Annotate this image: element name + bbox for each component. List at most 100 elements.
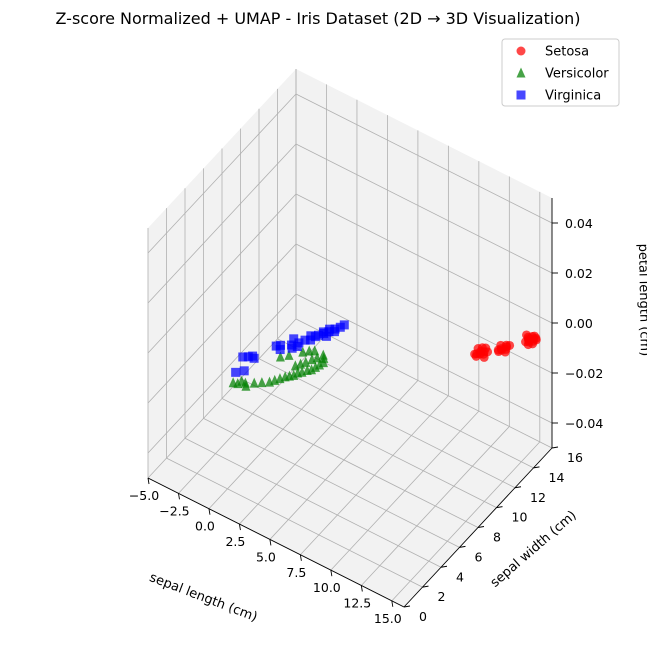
z-tick-label: 0.00 bbox=[565, 316, 593, 331]
y-grid-floor bbox=[240, 378, 497, 508]
y-tick-label: 6 bbox=[475, 549, 483, 564]
virginica-point bbox=[339, 320, 349, 330]
z-axis-label: petal length (cm) bbox=[635, 244, 647, 357]
y-tick-label: 4 bbox=[456, 569, 464, 584]
y-tick-mark bbox=[514, 486, 522, 489]
data-points bbox=[228, 320, 541, 391]
y-tick-label: 16 bbox=[567, 450, 583, 465]
legend: Setosa Versicolor Virginica bbox=[501, 38, 620, 107]
z-tick-label: 0.04 bbox=[565, 216, 593, 231]
x-tick-mark bbox=[208, 508, 211, 515]
tick-labels: −5.0−2.50.02.55.07.510.012.515.0 02468101… bbox=[129, 216, 604, 626]
z-grid-left bbox=[147, 193, 297, 354]
z-tick-label: 0.02 bbox=[565, 266, 593, 281]
x-tick-label: 10.0 bbox=[313, 580, 341, 595]
x-tick-mark bbox=[147, 477, 150, 485]
x-tick-label: 7.5 bbox=[286, 565, 306, 580]
y-grid-floor bbox=[166, 457, 423, 588]
legend-marker-virginica bbox=[516, 90, 526, 100]
x-tick-label: 2.5 bbox=[225, 534, 245, 549]
virginica-point bbox=[287, 343, 297, 353]
x-tick-mark bbox=[360, 585, 363, 592]
versicolor-point bbox=[249, 377, 259, 388]
setosa-point bbox=[524, 337, 534, 347]
setosa-point bbox=[522, 330, 532, 340]
virginica-point bbox=[249, 353, 259, 363]
versicolor-point bbox=[237, 375, 247, 386]
z-grid-back bbox=[295, 293, 553, 424]
versicolor-point bbox=[312, 352, 322, 363]
y-tick-label: 14 bbox=[549, 470, 565, 485]
x-tick-label: 5.0 bbox=[256, 549, 276, 564]
versicolor-point bbox=[257, 377, 267, 388]
x-tick-mark bbox=[238, 523, 241, 531]
virginica-point bbox=[310, 332, 320, 342]
virginica-point bbox=[231, 367, 241, 377]
y-tick-label: 2 bbox=[438, 589, 446, 604]
setosa-point bbox=[531, 335, 541, 345]
legend-marker-versicolor bbox=[516, 67, 526, 78]
virginica-point bbox=[238, 352, 248, 362]
legend-marker-setosa bbox=[516, 46, 526, 56]
y-tick-label: 0 bbox=[419, 609, 427, 624]
y-grid-floor bbox=[203, 418, 460, 548]
x-tick-mark bbox=[391, 600, 394, 607]
x-axis-label: sepal length (cm) bbox=[147, 570, 259, 625]
y-grid-floor bbox=[184, 437, 442, 568]
x-tick-label: −5.0 bbox=[129, 488, 159, 503]
versicolor-point bbox=[275, 351, 285, 362]
y-grid-floor bbox=[295, 318, 553, 449]
y-tick-mark bbox=[403, 605, 411, 608]
y-tick-mark bbox=[422, 585, 429, 588]
chart-title: Z-score Normalized + UMAP - Iris Dataset… bbox=[55, 9, 580, 28]
versicolor-point bbox=[298, 346, 308, 357]
setosa-point bbox=[472, 349, 482, 359]
x-tick-mark bbox=[299, 554, 302, 561]
versicolor-point bbox=[241, 380, 251, 391]
z-tick-label: −0.02 bbox=[565, 366, 603, 381]
x-tick-mark bbox=[178, 493, 180, 500]
y-tick-label: 8 bbox=[493, 530, 501, 545]
z-grid-left bbox=[147, 293, 297, 454]
legend-label-virginica: Virginica bbox=[545, 89, 601, 104]
virginica-point bbox=[329, 327, 339, 337]
virginica-point bbox=[275, 345, 285, 355]
versicolor-point bbox=[318, 349, 328, 360]
z-grid-left bbox=[147, 93, 297, 254]
y-grid-floor bbox=[221, 398, 479, 528]
virginica-point bbox=[306, 331, 316, 341]
z-grid-left bbox=[147, 143, 297, 304]
virginica-point bbox=[325, 324, 335, 334]
y-axis-label: sepal width (cm) bbox=[488, 508, 580, 591]
y-grid-floor bbox=[258, 358, 516, 489]
y-tick-mark bbox=[477, 526, 485, 528]
setosa-point bbox=[479, 352, 489, 362]
versicolor-point bbox=[301, 356, 311, 367]
y-tick-mark bbox=[496, 506, 503, 509]
z-grid-left bbox=[147, 243, 297, 404]
y-tick-mark bbox=[551, 446, 559, 449]
y-tick-mark bbox=[459, 545, 466, 548]
setosa-point bbox=[505, 340, 515, 350]
setosa-point bbox=[497, 345, 507, 355]
z-tick-label: −0.04 bbox=[565, 416, 603, 431]
grid-lines bbox=[147, 69, 553, 608]
virginica-point bbox=[289, 334, 299, 344]
setosa-point bbox=[481, 343, 491, 353]
x-tick-mark bbox=[269, 539, 272, 546]
y-tick-label: 10 bbox=[512, 510, 528, 525]
virginica-point bbox=[239, 366, 249, 376]
versicolor-point bbox=[304, 345, 314, 356]
x-tick-label: 15.0 bbox=[374, 611, 402, 626]
virginica-point bbox=[318, 327, 328, 337]
x-tick-label: 12.5 bbox=[343, 596, 371, 611]
z-grid-back bbox=[295, 93, 553, 224]
x-tick-mark bbox=[330, 570, 333, 577]
virginica-point bbox=[300, 335, 310, 345]
y-tick-label: 12 bbox=[530, 490, 546, 505]
versicolor-point bbox=[284, 349, 294, 360]
legend-frame bbox=[501, 38, 620, 107]
virginica-point bbox=[292, 341, 302, 351]
z-grid-back bbox=[295, 193, 553, 324]
